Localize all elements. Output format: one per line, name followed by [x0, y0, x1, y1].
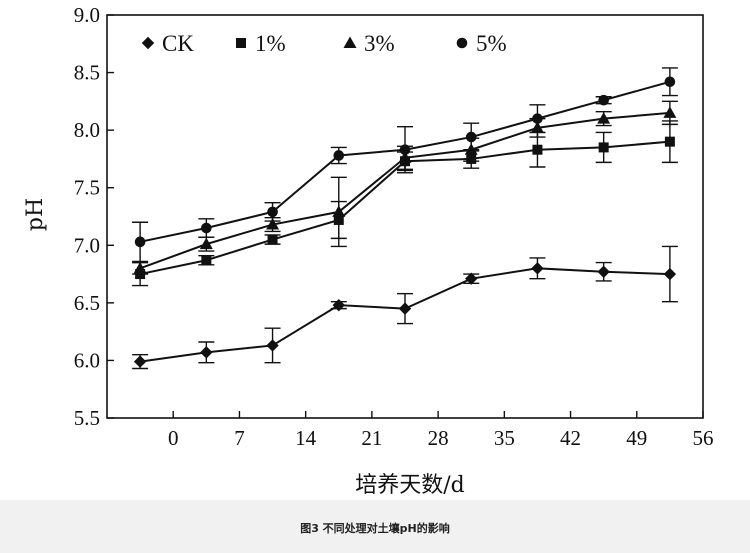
x-tick-label: 28 — [428, 426, 449, 450]
y-tick-label: 6.0 — [74, 348, 100, 372]
legend-label: 1% — [255, 31, 286, 56]
data-point — [332, 205, 346, 217]
data-point — [532, 113, 543, 124]
legend-label: 3% — [364, 31, 395, 56]
data-point — [333, 150, 345, 161]
y-tick-label: 8.5 — [74, 61, 100, 85]
data-point — [598, 142, 609, 153]
y-tick-label: 6.5 — [74, 291, 100, 315]
legend-marker-triangle — [343, 36, 357, 48]
y-tick-label: 7.5 — [74, 176, 100, 200]
data-point — [398, 302, 412, 315]
legend-label: 5% — [476, 31, 507, 56]
data-point — [199, 237, 213, 250]
data-point — [598, 94, 609, 106]
legend-label: CK — [162, 31, 194, 56]
series-diamond — [132, 245, 678, 370]
data-point — [531, 262, 544, 275]
data-point — [465, 131, 477, 143]
x-tick-label: 0 — [168, 426, 179, 450]
legend-marker-circle — [456, 37, 468, 49]
legend-marker-diamond — [141, 36, 155, 50]
data-point — [133, 261, 147, 274]
series-triangle — [132, 100, 678, 275]
data-point — [266, 218, 280, 230]
data-point — [663, 106, 677, 118]
data-point — [664, 76, 676, 88]
x-tick-label: 7 — [234, 426, 245, 450]
x-tick-label: 49 — [626, 426, 647, 450]
data-point — [201, 222, 212, 234]
x-tick-label: 14 — [295, 426, 317, 450]
x-tick-label: 35 — [494, 426, 515, 450]
data-point — [597, 265, 610, 278]
data-point — [332, 298, 345, 312]
caption-bar: 图3 不同处理对土壤pH的影响 — [0, 500, 750, 553]
data-point — [399, 144, 411, 156]
x-tick-label: 42 — [560, 426, 581, 450]
data-point — [465, 272, 478, 285]
data-point — [663, 267, 677, 281]
data-point — [267, 234, 278, 245]
y-axis-title: pH — [23, 198, 48, 231]
legend-marker-square — [236, 38, 246, 48]
y-tick-label: 7.0 — [74, 233, 100, 257]
y-tick-label: 8.0 — [74, 118, 100, 142]
data-point — [664, 136, 675, 147]
data-point — [201, 255, 212, 266]
data-point — [134, 236, 146, 248]
ph-line-chart: 0 7 14 21 28 35 42 49 56 5.5 6.0 6.5 7.0 7.5 8.0 8.5 9.0… — [23, 3, 714, 498]
x-axis-title: 培养天数/d — [355, 473, 465, 498]
data-point — [532, 144, 543, 155]
data-point — [267, 206, 278, 218]
x-tick-label: 56 — [693, 426, 714, 450]
plot-frame — [106, 14, 704, 419]
figure: 0 7 14 21 28 35 42 49 56 5.5 6.0 6.5 7.0 7.5 8.0 8.5 9.0… — [23, 3, 714, 498]
series-circle — [132, 67, 678, 263]
figure-caption: 图3 不同处理对土壤pH的影响 — [300, 522, 450, 535]
data-point — [266, 339, 279, 352]
y-tick-label: 5.5 — [74, 406, 100, 430]
data-point — [597, 112, 611, 124]
y-tick-label: 9.0 — [74, 3, 100, 27]
data-point — [200, 346, 213, 359]
data-point — [133, 355, 147, 368]
x-tick-label: 21 — [361, 426, 382, 450]
